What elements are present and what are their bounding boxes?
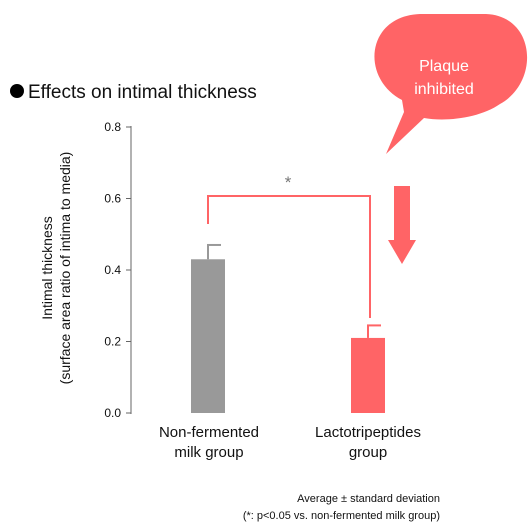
footnote-line2: (*: p<0.05 vs. non-fermented milk group) <box>243 510 440 522</box>
category-label-1-line2: milk group <box>174 444 243 461</box>
y-tick-label: 0.4 <box>104 263 121 277</box>
chart-title: Effects on intimal thickness <box>28 82 257 103</box>
y-tick-label: 0.8 <box>104 120 121 134</box>
y-tick-label: 0.0 <box>104 406 121 420</box>
callout-bubble <box>374 14 528 154</box>
significance-bracket <box>207 195 371 318</box>
y-tick-label: 0.6 <box>104 192 121 206</box>
title-bullet-icon <box>10 84 24 98</box>
down-arrow-icon <box>388 186 416 264</box>
footnote-line1: Average ± standard deviation <box>297 493 440 505</box>
y-tick-label: 0.2 <box>104 335 121 349</box>
significance-marker: * <box>285 173 292 192</box>
callout-line1: Plaque <box>419 58 469 75</box>
callout-line2: inhibited <box>414 81 474 98</box>
y-axis-label-line1: Intimal thickness <box>39 216 55 319</box>
category-label-2-line1: Lactotripeptides <box>315 424 421 441</box>
category-label-2-line2: group <box>349 444 387 461</box>
bar <box>191 259 225 413</box>
bar <box>351 337 385 413</box>
y-axis-label-line2: (surface area ratio of intima to media) <box>57 152 73 385</box>
category-label-1-line1: Non-fermented <box>159 424 259 441</box>
